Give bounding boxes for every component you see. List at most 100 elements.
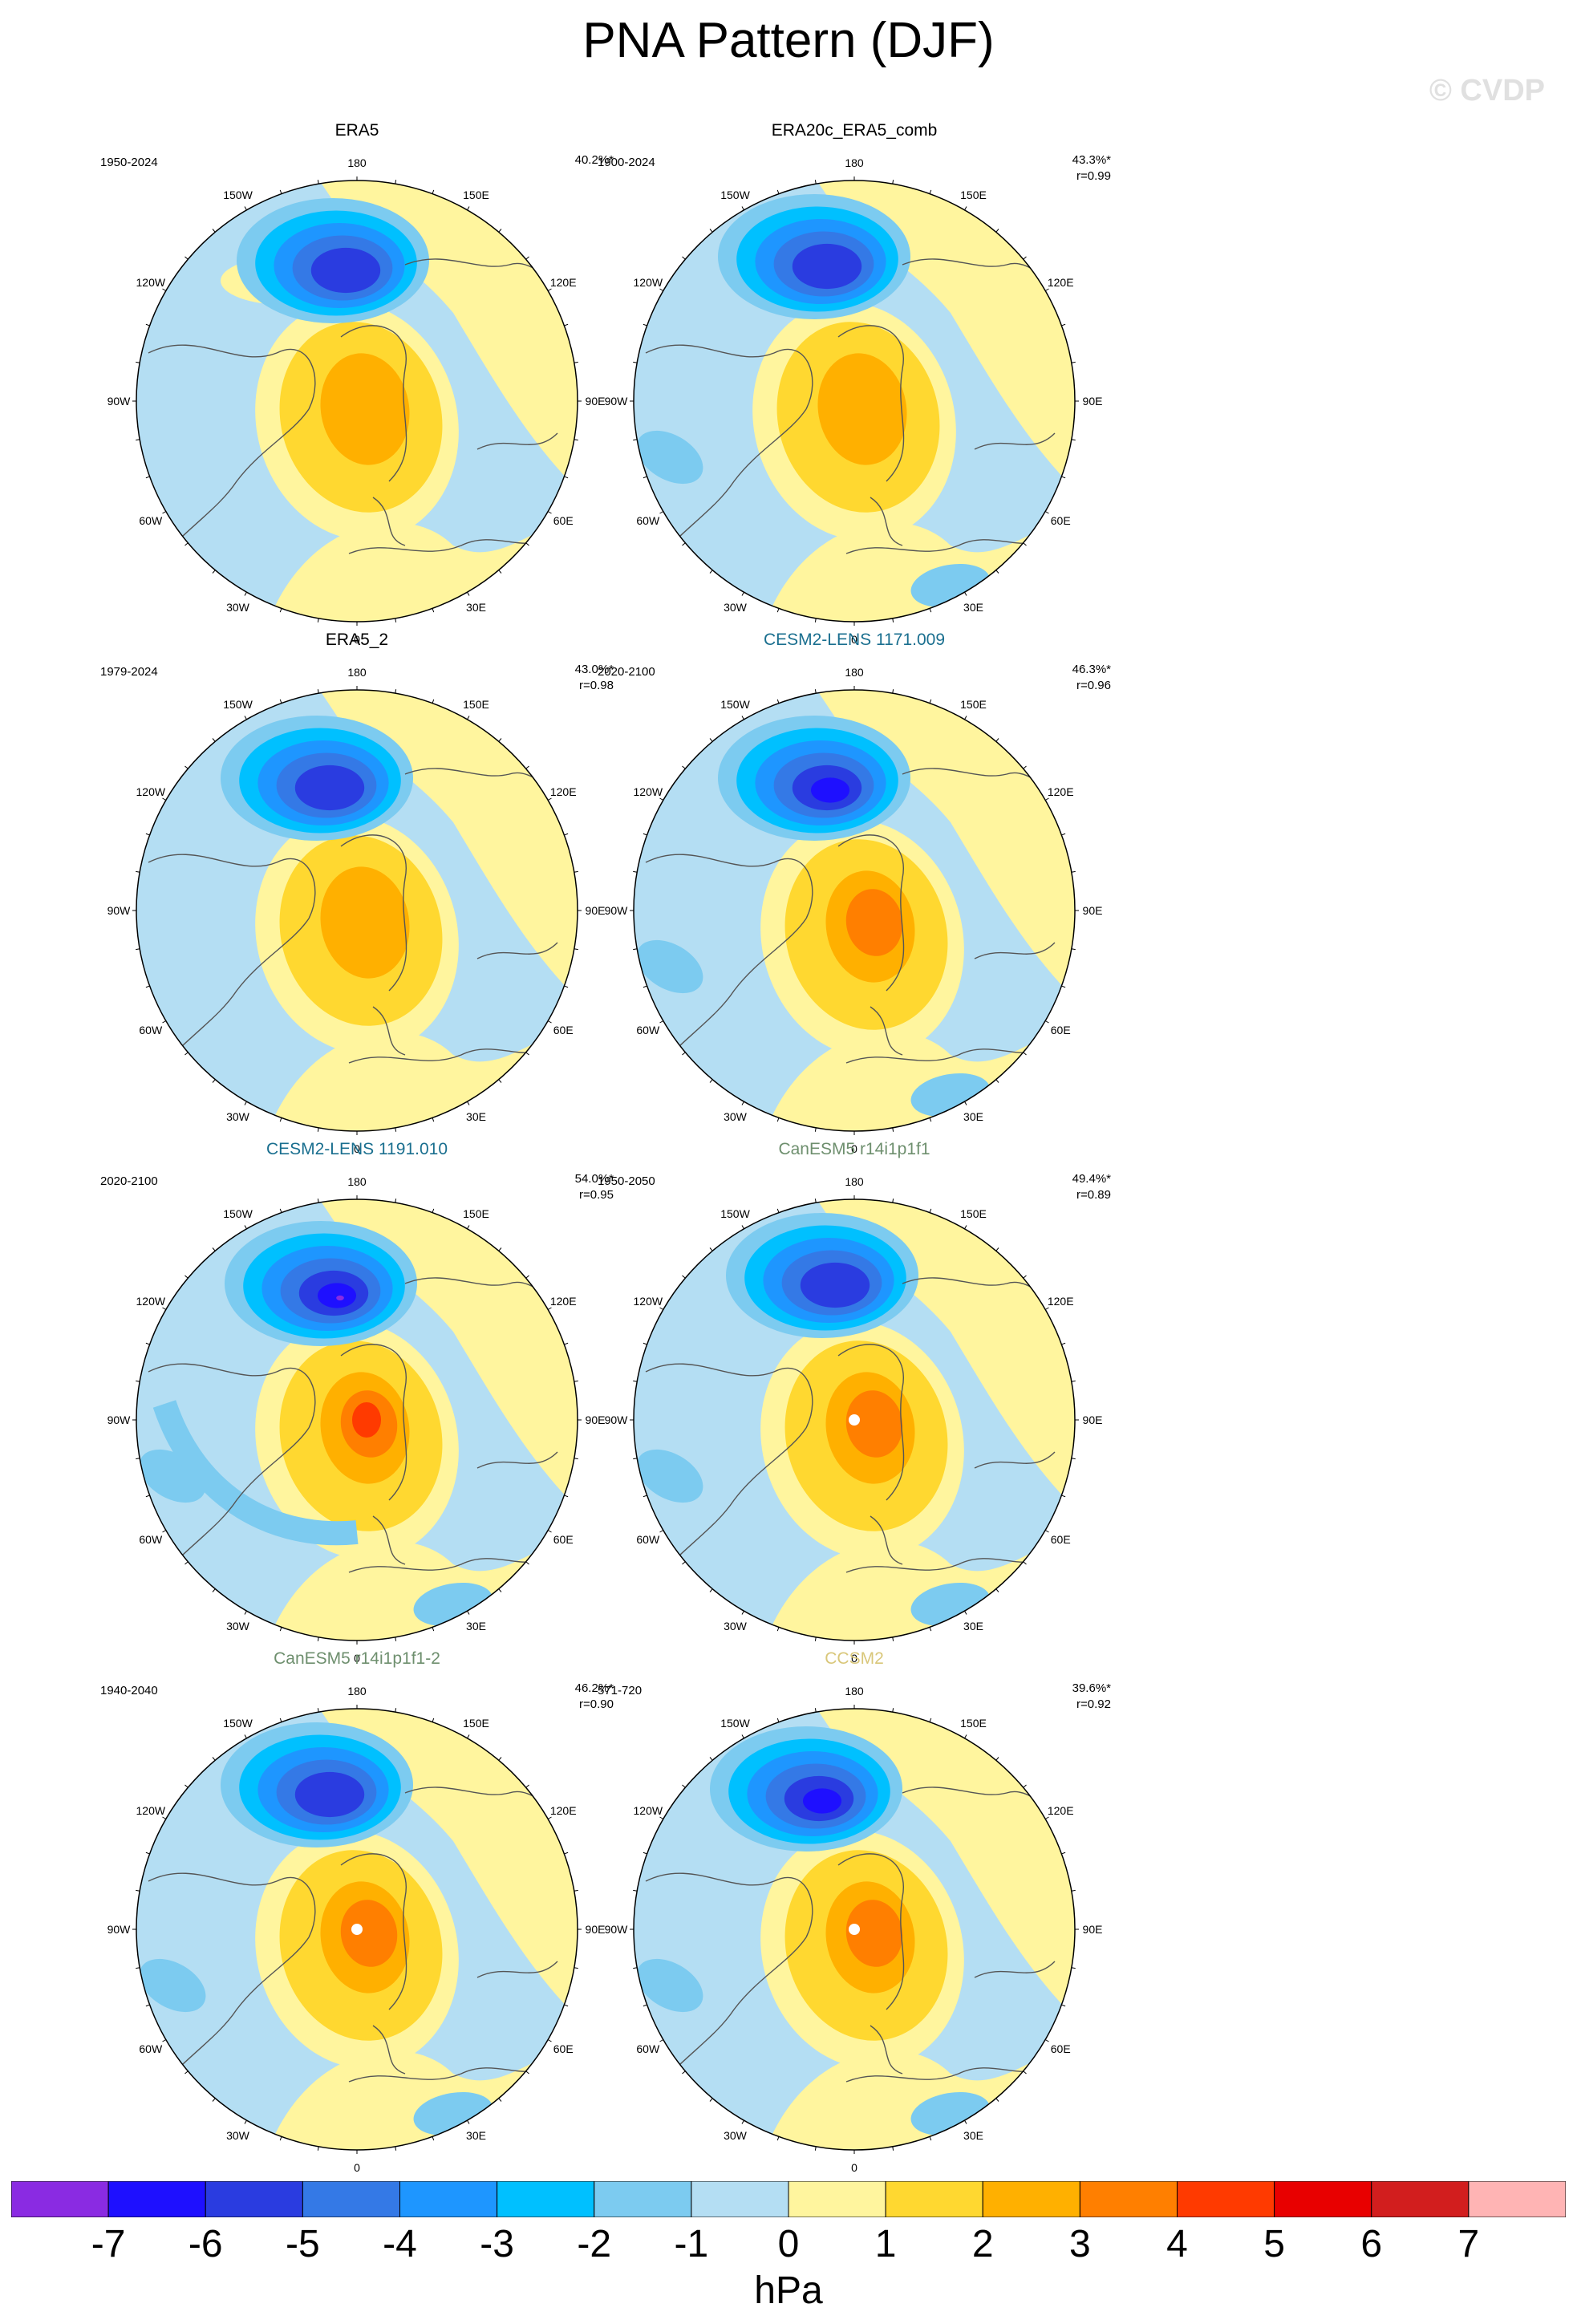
map-tick xyxy=(643,2004,647,2007)
longitude-label: 0 xyxy=(354,633,360,646)
map-tick xyxy=(1044,1816,1049,1819)
page-title: PNA Pattern (DJF) xyxy=(582,13,995,68)
map-tick xyxy=(659,1530,664,1533)
longitude-label: 30W xyxy=(724,1110,747,1124)
longitude-label: 120E xyxy=(1047,785,1074,798)
map-tick xyxy=(432,1627,435,1632)
map-tick xyxy=(162,511,167,514)
polar-map xyxy=(132,1705,582,2154)
map-tick xyxy=(995,1247,999,1251)
polar-map xyxy=(630,176,1079,626)
map-tick xyxy=(525,2071,529,2075)
map-tick xyxy=(682,1784,686,1788)
map-tick xyxy=(741,1610,744,1615)
longitude-label: 30W xyxy=(226,601,249,614)
colorbar-swatch xyxy=(885,2181,983,2217)
longitude-label: 60E xyxy=(553,1532,574,1546)
coastline xyxy=(372,2025,406,2075)
map-tick xyxy=(1044,2039,1049,2042)
panel-title: ERA5 xyxy=(334,121,379,140)
map-tick xyxy=(184,256,189,260)
coastline xyxy=(476,432,558,450)
colorbar-tick-label: 4 xyxy=(1166,2223,1188,2265)
map-tick xyxy=(184,1275,189,1279)
map-tick xyxy=(964,716,967,720)
map-tick xyxy=(1023,765,1027,769)
coastline xyxy=(645,1363,813,1429)
longitude-label: 0 xyxy=(354,2161,360,2174)
colorbar-swatch xyxy=(594,2181,692,2217)
colorbar-swatch xyxy=(107,2181,206,2217)
negative-contour xyxy=(792,243,862,290)
map-tick xyxy=(525,1275,529,1279)
map-tick xyxy=(162,1020,167,1024)
map-tick xyxy=(741,591,744,596)
map-tick xyxy=(1061,1342,1066,1345)
longitude-label: 60W xyxy=(139,513,163,527)
panel-title: CESM2-LENS 1191.010 xyxy=(266,1140,448,1158)
colorbar-tick-label: 6 xyxy=(1360,2223,1383,2265)
map-tick xyxy=(432,1117,435,1122)
pattern-correlation: r=0.96 xyxy=(1076,679,1111,692)
map-tick xyxy=(892,1637,894,1641)
longitude-label: 150E xyxy=(463,188,489,201)
longitude-label: 180 xyxy=(845,1685,864,1697)
longitude-label: 150W xyxy=(223,1716,253,1730)
contour-field xyxy=(634,180,1075,622)
coastline xyxy=(164,918,310,1064)
map-tick xyxy=(525,256,529,260)
longitude-label: 120E xyxy=(549,275,577,289)
longitude-label: 150W xyxy=(720,1207,750,1220)
colorbar-tick-label: -3 xyxy=(480,2223,514,2265)
map-tick xyxy=(995,1588,999,1592)
panel-title: CESM2-LENS 1171.009 xyxy=(763,631,946,649)
map-tick xyxy=(212,229,216,233)
contour-field xyxy=(634,1709,1075,2150)
map-tick xyxy=(145,1495,150,1498)
map-tick xyxy=(995,738,999,742)
contour-field xyxy=(634,690,1075,1131)
longitude-label: 60E xyxy=(1050,1532,1071,1546)
map-tick xyxy=(498,229,502,233)
map-tick xyxy=(776,1117,780,1122)
longitude-label: 60W xyxy=(139,2042,163,2055)
colorbar-tick-label: 3 xyxy=(1069,2223,1091,2265)
longitude-label: 30E xyxy=(963,601,983,614)
map-tick xyxy=(145,1851,150,1855)
longitude-label: 30E xyxy=(466,1110,486,1124)
longitude-label: 120W xyxy=(136,275,166,289)
longitude-label: 0 xyxy=(354,1142,360,1155)
map-tick xyxy=(498,738,502,742)
polar-map xyxy=(630,1195,1079,1645)
coastline xyxy=(837,834,905,992)
map-tick xyxy=(633,948,638,951)
map-tick xyxy=(467,1225,470,1230)
map-tick xyxy=(212,1588,216,1592)
map-tick xyxy=(814,1127,817,1132)
positive-contour xyxy=(352,1402,381,1438)
map-tick xyxy=(964,2119,967,2124)
map-tick xyxy=(498,570,502,574)
coastline xyxy=(845,1555,1040,1573)
panel-stats: 43.3%* r=0.99 xyxy=(1072,152,1111,185)
negative-contour xyxy=(310,247,381,294)
map-tick xyxy=(643,1342,647,1345)
longitude-label: 0 xyxy=(851,1142,857,1155)
map-tick xyxy=(244,716,247,720)
explained-variance: 46.2%* xyxy=(574,1681,614,1695)
map-tick xyxy=(929,608,932,613)
longitude-label: 60W xyxy=(139,1023,163,1036)
map-tick xyxy=(776,189,780,194)
coastline xyxy=(661,408,807,554)
map-tick xyxy=(432,608,435,613)
map-tick xyxy=(145,1342,150,1345)
explained-variance: 43.0%* xyxy=(574,663,614,676)
map-tick xyxy=(682,542,686,546)
longitude-label: 150E xyxy=(960,1716,987,1730)
longitude-label: 180 xyxy=(347,156,367,169)
panel-period: 1950-2024 xyxy=(100,156,158,169)
map-tick xyxy=(136,361,140,363)
coastline xyxy=(340,1344,407,1501)
map-tick xyxy=(633,870,638,873)
contour-field xyxy=(136,690,578,1131)
